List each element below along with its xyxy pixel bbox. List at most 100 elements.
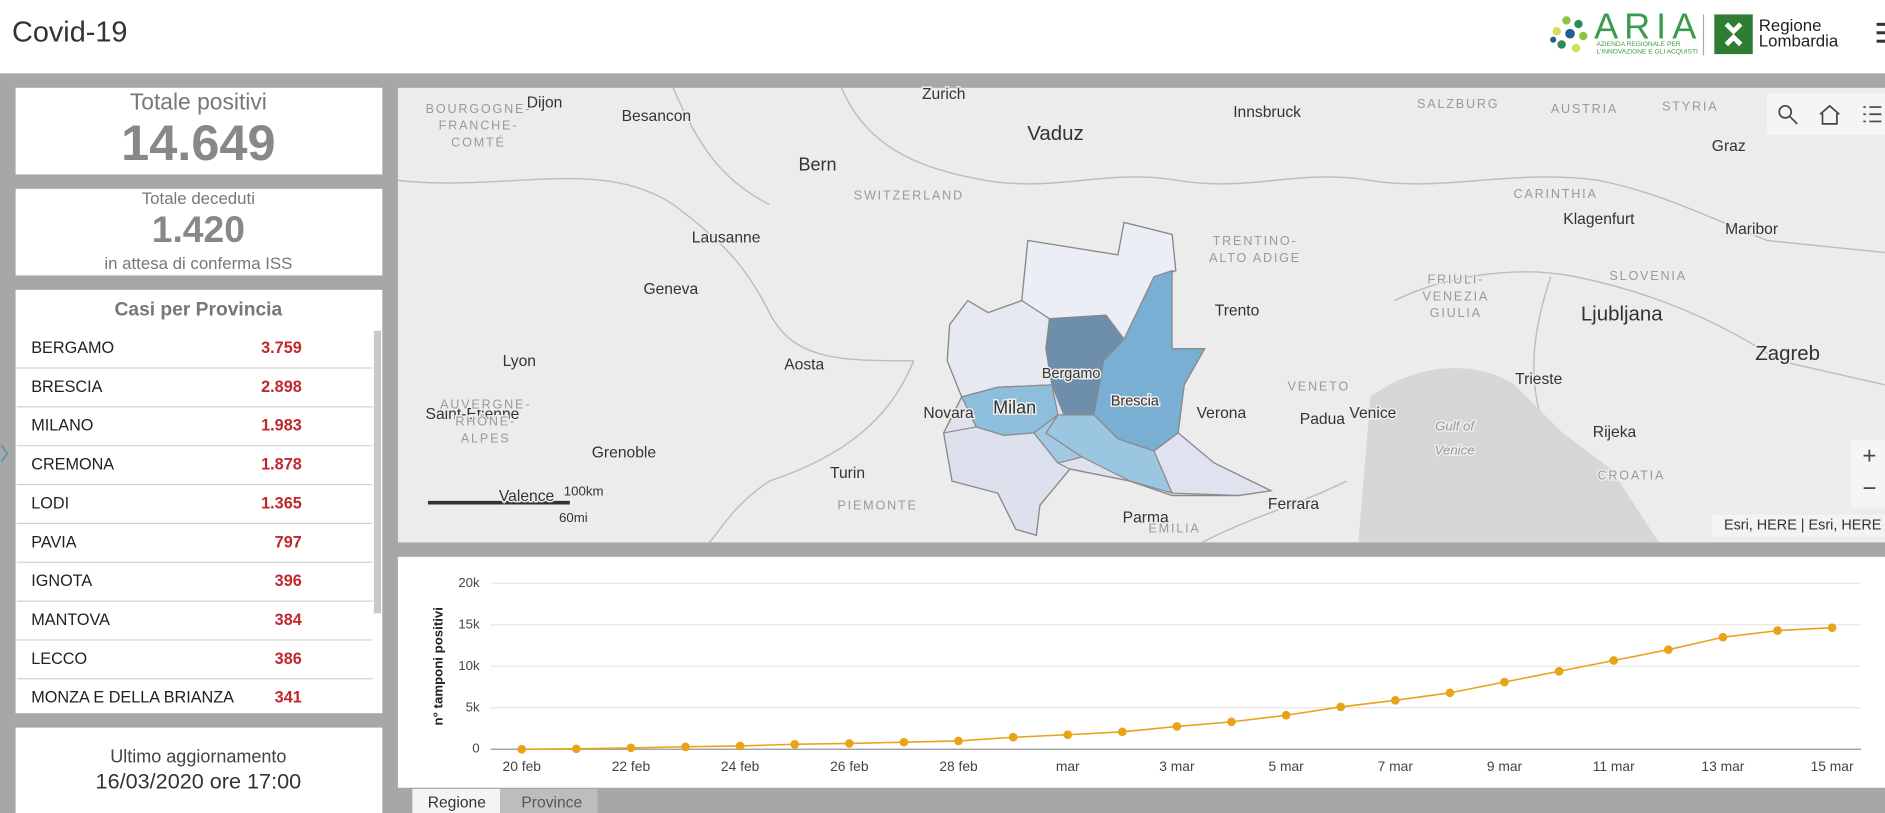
map-label: GIULIA <box>1430 306 1482 320</box>
y-tick-label: 15k <box>458 616 480 631</box>
positives-value: 14.649 <box>121 114 275 171</box>
x-tick-label: mar <box>1056 758 1080 774</box>
x-tick-label: 15 mar <box>1811 758 1854 774</box>
region-name: Lombardia <box>1759 32 1839 51</box>
data-point <box>1445 688 1455 698</box>
lombardia-logo-mark <box>1724 22 1743 47</box>
map-label: AUSTRIA <box>1551 102 1618 116</box>
data-point <box>1063 730 1073 740</box>
x-tick-label: 24 feb <box>721 758 760 774</box>
map-label: SALZBURG <box>1417 97 1499 111</box>
panel-label: Totale positivi <box>130 88 267 114</box>
province-pavia[interactable] <box>943 426 1071 536</box>
province-cases: 1.878 <box>261 456 302 474</box>
borders <box>397 87 1885 544</box>
x-tick-label: 20 feb <box>503 758 542 774</box>
x-tick-label: 26 feb <box>830 758 869 774</box>
map-label: Verona <box>1197 405 1247 422</box>
province-cases: 1.365 <box>261 494 302 512</box>
sea <box>1358 368 1659 543</box>
collapse-arrow[interactable] <box>0 444 9 463</box>
data-point <box>735 741 745 751</box>
x-tick-label: 7 mar <box>1378 758 1414 774</box>
map-label: Grenoble <box>592 445 656 462</box>
map-label: VENETO <box>1288 380 1350 394</box>
map-label: Turin <box>830 465 865 482</box>
panel-title: Casi per Provincia <box>115 299 283 320</box>
data-point <box>1390 695 1400 705</box>
y-tick-label: 0 <box>472 741 479 756</box>
data-point <box>1609 656 1619 665</box>
y-tick-label: 5k <box>466 699 480 714</box>
map-label: BOURGOGNE- <box>426 102 532 116</box>
map-toolbar <box>1767 93 1885 135</box>
province-varese-como[interactable] <box>946 299 1053 398</box>
map-label: Trento <box>1215 303 1260 320</box>
zoom-box <box>1851 440 1885 508</box>
map-label: Bergamo <box>1042 366 1100 382</box>
update-panel <box>15 727 383 813</box>
province-brescia[interactable] <box>1093 269 1206 452</box>
page-title: Covid-19 <box>12 16 127 48</box>
scrollbar[interactable] <box>373 330 382 614</box>
province-mantova[interactable] <box>1153 432 1273 497</box>
map-label: Graz <box>1712 138 1746 155</box>
data-point <box>954 736 963 746</box>
province-cases: 797 <box>275 533 302 551</box>
search-button[interactable] <box>1778 104 1798 125</box>
deaths-note: in attesa di conferma ISS <box>104 254 292 273</box>
province-cases: 1.983 <box>261 417 302 435</box>
data-point <box>1554 666 1564 676</box>
chart-panel <box>397 556 1885 788</box>
map-label: Dijon <box>527 95 563 112</box>
data-point <box>626 743 636 753</box>
map-label: Saint-Etienne <box>426 406 520 423</box>
map-label: FRIULI- <box>1427 273 1484 287</box>
logo-text: ARIA <box>1594 5 1702 46</box>
zoom-out[interactable]: − <box>1862 475 1876 502</box>
menu-icon[interactable] <box>1876 22 1885 43</box>
data-point <box>1663 645 1673 655</box>
map-label: SWITZERLAND <box>854 188 964 202</box>
map-label: RHÔNE- <box>455 413 516 428</box>
map-label: Aosta <box>784 357 824 374</box>
home-button[interactable] <box>1819 104 1840 125</box>
scale-km: 100km <box>564 483 604 498</box>
map-label: Zagreb <box>1755 342 1820 365</box>
tab-label[interactable]: Province <box>521 795 582 812</box>
map-label: FRANCHE- <box>439 119 519 133</box>
map-label: EMILIA <box>1148 521 1200 535</box>
data-point <box>681 742 690 752</box>
data-point <box>899 737 909 747</box>
x-tick-label: 3 mar <box>1159 758 1195 774</box>
map-label: ALTO ADIGE <box>1209 251 1301 265</box>
map-label: Trieste <box>1515 371 1562 388</box>
data-point <box>517 744 527 754</box>
tab-province[interactable] <box>500 788 598 813</box>
update-value: 16/03/2020 ore 17:00 <box>96 769 302 794</box>
tab-regione[interactable] <box>412 788 501 813</box>
zoom-in[interactable]: + <box>1862 442 1876 469</box>
province-cases: 396 <box>275 572 302 590</box>
tab-label[interactable]: Regione <box>428 795 486 812</box>
map-label: Klagenfurt <box>1563 211 1635 228</box>
map-label: CROATIA <box>1597 469 1665 483</box>
map-label: Vaduz <box>1027 122 1083 145</box>
x-tick-label: 11 mar <box>1593 758 1635 774</box>
map <box>397 87 1885 544</box>
map-label: Besancon <box>622 108 691 125</box>
province-name: CREMONA <box>31 456 114 474</box>
layer-list-button[interactable] <box>1863 106 1882 123</box>
data-point <box>1718 632 1728 642</box>
y-tick-label: 10k <box>458 658 480 673</box>
province-cases: 3.759 <box>261 339 302 357</box>
map-label: Venice <box>1349 405 1396 422</box>
province-name: LODI <box>31 494 69 512</box>
map-label: SLOVENIA <box>1609 269 1686 283</box>
deaths-value: 1.420 <box>152 208 245 250</box>
map-label: COMTÉ <box>451 134 506 149</box>
map-label: STYRIA <box>1662 99 1718 113</box>
map-label: Lyon <box>503 353 536 370</box>
provinces-map <box>943 221 1273 536</box>
